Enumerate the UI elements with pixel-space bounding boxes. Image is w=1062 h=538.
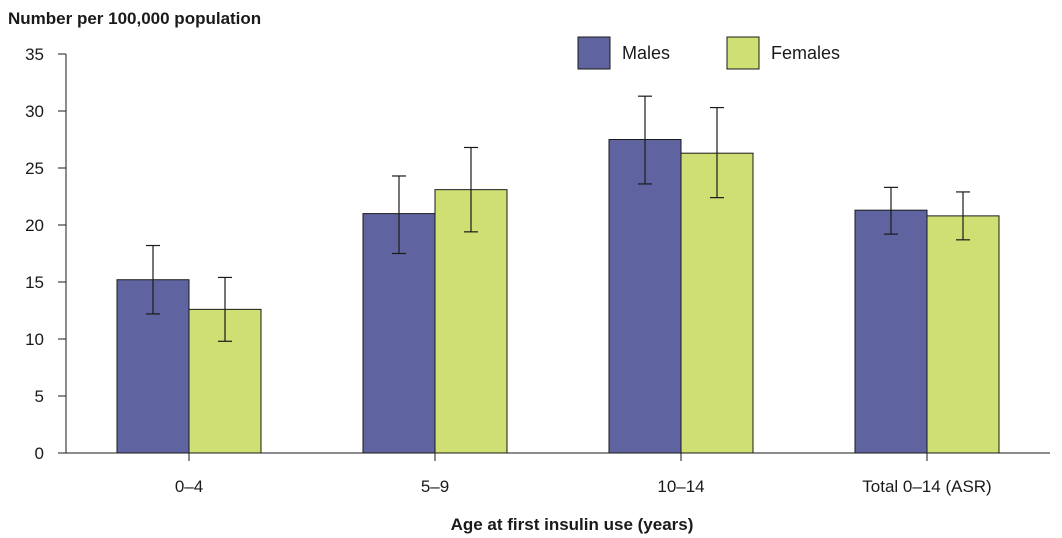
error-bar-females: [464, 146, 478, 233]
y-tick-label: 5: [35, 387, 44, 406]
y-tick-label: 20: [25, 216, 44, 235]
y-tick-label: 10: [25, 330, 44, 349]
y-tick-label: 0: [35, 444, 44, 463]
legend-swatch: [726, 36, 760, 70]
legend-label: Females: [771, 43, 840, 63]
bar-females: [680, 152, 754, 454]
x-tick-label: 0–4: [175, 477, 203, 496]
error-bars: [146, 95, 970, 342]
legend-item-males: Males: [577, 36, 670, 70]
error-bar-males: [638, 95, 652, 185]
y-tick-label: 35: [25, 45, 44, 64]
y-tick-label: 15: [25, 273, 44, 292]
legend-swatch: [577, 36, 611, 70]
y-tick-label: 30: [25, 102, 44, 121]
x-tick-label: 10–14: [657, 477, 704, 496]
bar-females: [926, 215, 1000, 454]
axes: 0 5 10 15 20 25 30 35 0–4 5–9 10–14 Total 0–14 (ASR…: [25, 45, 1050, 496]
error-bar-females: [956, 191, 970, 241]
error-bar-females: [218, 276, 232, 342]
error-bar-males: [392, 175, 406, 255]
bar-males: [608, 139, 682, 454]
y-axis-title: Number per 100,000 population: [8, 9, 261, 28]
error-bar-females: [710, 106, 724, 199]
bars: [116, 139, 1000, 454]
legend: Males Females: [577, 36, 840, 70]
error-bar-males: [884, 186, 898, 235]
legend-label: Males: [622, 43, 670, 63]
x-tick-label: 5–9: [421, 477, 449, 496]
legend-item-females: Females: [726, 36, 840, 70]
bar-males: [854, 209, 928, 454]
error-bar-males: [146, 244, 160, 315]
bar-females: [434, 189, 508, 454]
x-tick-label: Total 0–14 (ASR): [862, 477, 991, 496]
x-axis-title: Age at first insulin use (years): [451, 515, 694, 534]
y-tick-label: 25: [25, 159, 44, 178]
